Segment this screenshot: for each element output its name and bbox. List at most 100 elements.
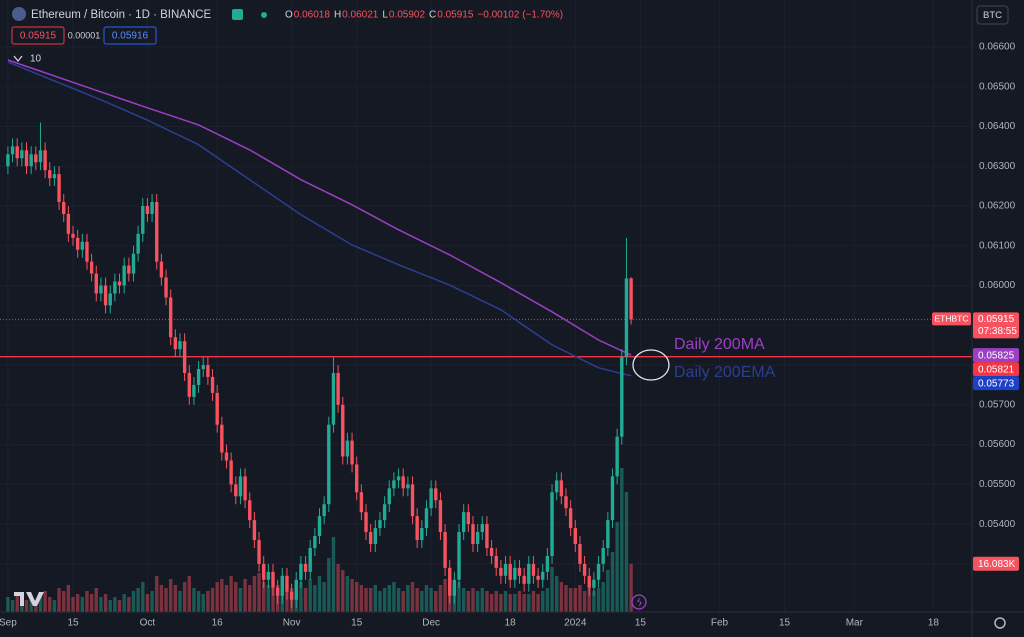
candle-body <box>554 480 559 493</box>
volume-bar <box>364 588 368 612</box>
candle-body <box>275 587 280 596</box>
volume-bar <box>57 588 61 612</box>
market-status-icon <box>232 9 243 20</box>
volume-bar <box>536 594 540 612</box>
candle-body <box>234 484 238 497</box>
volume-bar <box>122 594 126 612</box>
volume-bar <box>299 582 303 612</box>
y-tick-label: 0.06500 <box>979 81 1016 92</box>
spread: 0.00001 <box>68 30 101 40</box>
volume-bar <box>243 579 247 612</box>
volume-bar <box>271 588 275 612</box>
indicator-toggle[interactable] <box>13 55 23 63</box>
candle-body <box>71 233 75 238</box>
volume-bar <box>182 582 187 612</box>
y-tick-label: 0.05600 <box>979 439 1016 450</box>
volume-bar <box>220 579 224 612</box>
candle-body <box>345 440 350 457</box>
candle-body <box>382 504 387 521</box>
volume-bar <box>168 579 173 612</box>
volume-bar <box>568 588 573 612</box>
price-tag-box <box>973 312 1019 339</box>
candle-body <box>52 174 57 179</box>
candle-body <box>187 373 191 397</box>
candle-body <box>596 563 601 580</box>
y-tick-label: 0.06300 <box>979 161 1016 172</box>
volume-bar <box>615 522 619 612</box>
candle-body <box>545 555 550 572</box>
candle-body <box>573 528 577 544</box>
volume-bar <box>629 563 633 612</box>
candle-body <box>536 575 540 580</box>
candle-body <box>541 571 545 580</box>
candle-body <box>401 476 405 489</box>
candle-body <box>610 476 615 521</box>
legend-value: 0.05902 <box>389 10 426 21</box>
volume-bar <box>150 591 154 612</box>
candle-body <box>471 524 475 544</box>
volume-bar <box>522 594 526 612</box>
sell-button[interactable] <box>11 26 65 45</box>
volume-bar <box>378 591 382 612</box>
buy-button[interactable] <box>103 26 157 45</box>
volume-bar <box>429 588 433 612</box>
candle-body <box>522 575 526 584</box>
axes: 0.053000.054000.055000.056000.057000.058… <box>0 42 1019 629</box>
volume-bar <box>350 579 354 612</box>
volume-bar <box>89 594 94 612</box>
volume-bar <box>62 591 66 612</box>
volume-bar <box>257 573 261 612</box>
sell-price: 0.05915 <box>20 31 57 42</box>
symbol-tag-box <box>932 312 971 326</box>
candle-body <box>527 563 531 584</box>
candle-body <box>303 563 308 572</box>
volume-bar <box>610 552 615 612</box>
candle-body <box>127 265 131 274</box>
legend-key: H <box>334 10 341 21</box>
candle-body <box>350 440 354 465</box>
candle-body <box>485 524 489 548</box>
volume-bar <box>582 591 587 612</box>
candle-body <box>341 404 345 457</box>
volume-bar <box>201 594 205 612</box>
volume-bar <box>424 585 429 612</box>
candle-body <box>215 392 219 425</box>
volume-bar <box>266 585 271 612</box>
volume-bar <box>192 588 196 612</box>
candle-body <box>378 520 382 529</box>
plot-area <box>0 59 972 612</box>
symbol-tag: ETHBTC <box>935 314 969 324</box>
currency-button[interactable] <box>976 5 1009 25</box>
x-tick-label: 15 <box>67 618 79 629</box>
candle-body <box>406 484 410 489</box>
candle-body <box>615 436 619 477</box>
candle-body <box>294 579 298 600</box>
candle-body <box>559 480 564 497</box>
volume-bar <box>345 576 350 612</box>
candle-body <box>75 237 80 250</box>
volume-bar <box>573 588 577 612</box>
candle-body <box>285 575 289 592</box>
settings-icon[interactable] <box>994 617 1006 629</box>
candle-body <box>113 281 117 294</box>
currency: BTC <box>983 10 1002 21</box>
volume-bar <box>127 597 131 612</box>
candle-body <box>592 579 596 588</box>
ma-line <box>7 61 632 377</box>
symbol-icon <box>12 7 26 21</box>
volume-bar <box>331 537 336 612</box>
candle-body <box>38 150 43 163</box>
event-icon[interactable] <box>631 594 647 610</box>
candle-body <box>313 536 317 548</box>
volume-bar <box>238 588 243 612</box>
volume-bar <box>494 591 498 612</box>
volume-bar <box>285 591 289 612</box>
candle-body <box>182 341 187 374</box>
volume-bar <box>155 576 159 612</box>
volume-bar <box>252 576 257 612</box>
candle-body <box>359 492 364 513</box>
candle-body <box>461 512 466 533</box>
volume-bar <box>471 588 475 612</box>
candle-body <box>424 508 429 529</box>
candle-body <box>443 532 447 568</box>
